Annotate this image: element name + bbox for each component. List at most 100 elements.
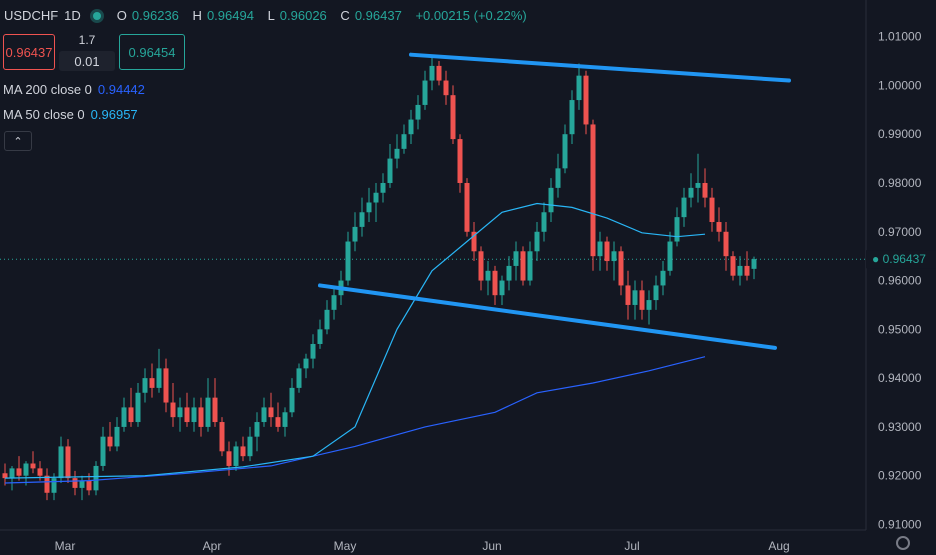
candle-body [65, 446, 71, 479]
change-value: +0.00215 (+0.22%) [415, 8, 527, 23]
collapse-legend-button[interactable]: ⌃ [4, 131, 32, 151]
candle-body [191, 407, 197, 423]
candle-body [79, 480, 85, 488]
candle-body [562, 134, 568, 169]
candle-body [443, 80, 449, 96]
x-tick-label: Jun [482, 539, 501, 553]
x-tick-label: Apr [203, 539, 222, 553]
interval-label[interactable]: 1D [64, 8, 81, 23]
symbol-name[interactable]: USDCHF [4, 8, 59, 23]
candle-body [674, 217, 680, 242]
candle-body [576, 75, 582, 101]
sell-button[interactable]: 0.96437 [3, 34, 55, 70]
candle-body [492, 270, 498, 296]
candle-body [93, 465, 99, 491]
candle-body [303, 358, 309, 369]
lower-trendline [318, 283, 777, 350]
high-value: 0.96494 [206, 8, 254, 23]
candle-body [254, 422, 260, 437]
ma50-line [4, 202, 706, 479]
candle-body [219, 422, 225, 452]
candle-body [583, 75, 589, 125]
candles-group [2, 56, 757, 501]
low-value: 0.96026 [279, 8, 327, 23]
candle-body [324, 309, 330, 330]
ma200-legend[interactable]: MA 200 close 0 0.94442 [3, 82, 145, 97]
candle-body [177, 407, 183, 418]
candle-body [331, 295, 337, 310]
candle-body [632, 290, 638, 305]
gear-icon[interactable] [896, 536, 910, 550]
candle-body [695, 182, 701, 188]
candle-body [723, 231, 729, 257]
candle-body [415, 104, 421, 120]
ma200-value: 0.94442 [97, 82, 145, 97]
candle-body [142, 378, 148, 393]
last-price-tag [866, 250, 936, 269]
candle-body [289, 387, 295, 413]
upper-trendline [409, 52, 791, 83]
candle-body [156, 368, 162, 388]
candle-body [240, 446, 246, 457]
candle-body [114, 426, 120, 447]
candle-body [387, 158, 393, 183]
candle-body [590, 124, 596, 257]
candle-body [653, 285, 659, 301]
candle-body [268, 407, 274, 418]
candle-body [86, 480, 92, 491]
candle-body [58, 446, 64, 479]
open-label: O [116, 8, 127, 23]
candle-body [639, 290, 645, 310]
spread-lot: 1.7 0.01 [59, 33, 115, 71]
candle-body [317, 329, 323, 344]
y-tick-label: 0.92000 [878, 469, 922, 483]
candle-body [688, 187, 694, 198]
candle-body [485, 270, 491, 281]
candle-body [37, 468, 43, 476]
candle-body [345, 241, 351, 281]
symbol-legend: USDCHF 1D O 0.96236 H 0.96494 L 0.96026 C 0.… [4, 8, 532, 23]
candle-body [520, 251, 526, 281]
candle-body [716, 222, 722, 232]
candle-body [2, 473, 8, 479]
candle-body [422, 80, 428, 105]
candle-body [751, 259, 757, 269]
candle-body [310, 343, 316, 359]
y-tick-label: 0.95000 [878, 322, 922, 336]
candle-body [667, 241, 673, 271]
candle-body [471, 231, 477, 252]
candle-body [107, 436, 113, 447]
candle-body [499, 280, 505, 296]
candle-body [135, 392, 141, 423]
lot-size-input[interactable]: 0.01 [59, 51, 115, 71]
candle-body [373, 192, 379, 203]
candle-body [51, 478, 57, 493]
candle-body [709, 197, 715, 223]
candle-body [72, 478, 78, 488]
candle-body [506, 265, 512, 281]
candle-body [247, 436, 253, 457]
x-tick-label: Mar [55, 539, 76, 553]
candle-body [30, 463, 36, 469]
ohlc-values: O 0.96236 H 0.96494 L 0.96026 C 0.96437 +0.0… [117, 8, 532, 23]
candle-body [429, 65, 435, 81]
candle-body [464, 182, 470, 232]
candle-body [121, 407, 127, 427]
ma50-legend[interactable]: MA 50 close 0 0.96957 [3, 107, 138, 122]
high-label: H [192, 8, 202, 23]
x-tick-label: Jul [624, 539, 639, 553]
candle-body [359, 212, 365, 227]
candle-body [569, 100, 575, 135]
candle-body [555, 168, 561, 188]
candle-body [212, 397, 218, 423]
buy-button[interactable]: 0.96454 [119, 34, 185, 70]
candle-body [296, 368, 302, 388]
candle-body [380, 182, 386, 193]
candle-body [394, 148, 400, 159]
candle-body [646, 300, 652, 310]
candle-body [9, 468, 15, 479]
candle-body [23, 463, 29, 476]
y-tick-label: 0.93000 [878, 420, 922, 434]
ma200-label: MA 200 close 0 [3, 82, 92, 97]
